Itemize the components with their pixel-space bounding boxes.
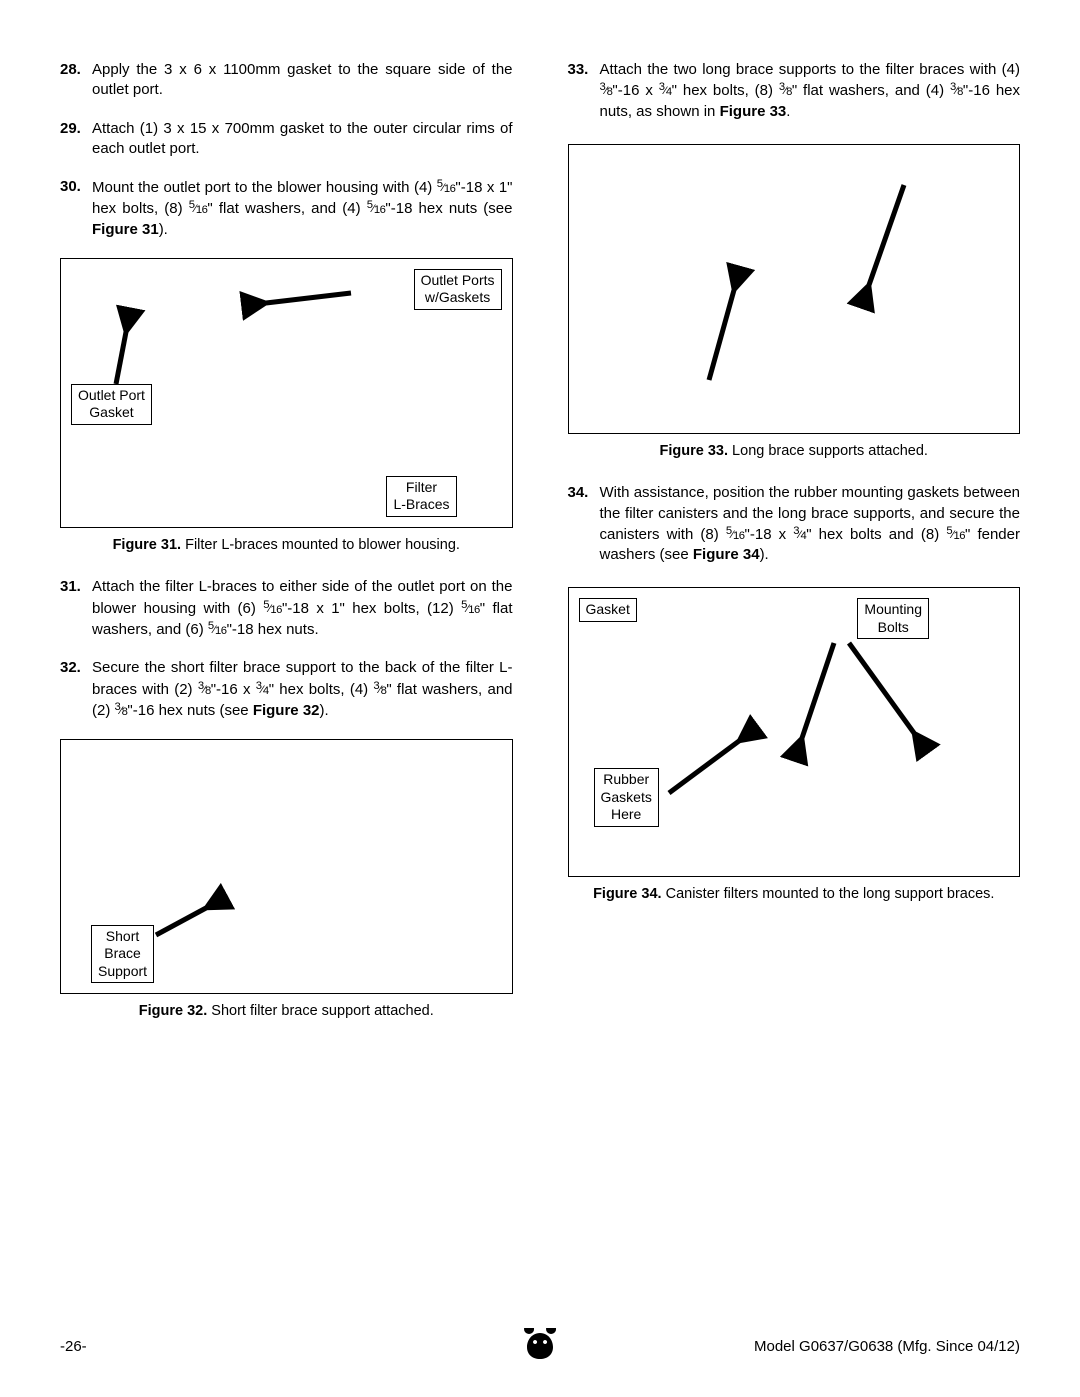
label-short-brace: ShortBraceSupport	[91, 925, 154, 984]
figure-31-box: Outlet Portsw/Gaskets Outlet PortGasket …	[60, 258, 513, 528]
step-33: 33. Attach the two long brace supports t…	[568, 60, 1021, 122]
figure-34-box: Gasket MountingBolts RubberGasketsHere	[568, 587, 1021, 877]
figure-ref: Figure 34	[693, 546, 760, 563]
step-text: Attach the two long brace supports to th…	[600, 60, 1021, 122]
step-29: 29. Attach (1) 3 x 15 x 700mm gasket to …	[60, 119, 513, 160]
step-num: 28.	[60, 60, 92, 101]
label-filter-lbraces: FilterL-Braces	[386, 476, 456, 517]
step-num: 30.	[60, 177, 92, 240]
arrow-icon	[699, 280, 759, 390]
step-text: Attach the filter L-braces to either sid…	[92, 577, 513, 640]
figure-32-box: ShortBraceSupport	[60, 739, 513, 994]
arrow-icon	[794, 638, 934, 758]
arrow-icon	[101, 324, 141, 389]
label-mounting-bolts: MountingBolts	[857, 598, 929, 639]
left-column: 28. Apply the 3 x 6 x 1100mm gasket to t…	[60, 60, 513, 1044]
figure-ref: Figure 31	[92, 221, 159, 238]
page-number: -26-	[60, 1337, 87, 1357]
figure-32-caption: Figure 32. Short filter brace support at…	[60, 1002, 513, 1022]
arrow-icon	[256, 283, 356, 313]
step-text: Attach (1) 3 x 15 x 700mm gasket to the …	[92, 119, 513, 160]
figure-31-caption: Figure 31. Filter L-braces mounted to bl…	[60, 536, 513, 556]
figure-33-caption: Figure 33. Long brace supports attached.	[568, 442, 1021, 462]
label-rubber-gaskets: RubberGasketsHere	[594, 768, 659, 827]
figure-34-caption: Figure 34. Canister filters mounted to t…	[568, 885, 1021, 905]
arrow-icon	[849, 180, 919, 300]
step-text: Mount the outlet port to the blower hous…	[92, 177, 513, 240]
figure-33-box	[568, 144, 1021, 434]
arrow-icon	[151, 900, 221, 940]
page-footer: -26- Model G0637/G0638 (Mfg. Since 04/12…	[60, 1337, 1020, 1357]
bear-logo-icon	[523, 1328, 557, 1366]
step-30: 30. Mount the outlet port to the blower …	[60, 177, 513, 240]
label-outlet-port-gasket: Outlet PortGasket	[71, 384, 152, 425]
step-text: Apply the 3 x 6 x 1100mm gasket to the s…	[92, 60, 513, 101]
figure-ref: Figure 33	[720, 103, 787, 120]
step-32: 32. Secure the short filter brace suppor…	[60, 658, 513, 721]
step-34: 34. With assistance, position the rubber…	[568, 483, 1021, 565]
step-num: 32.	[60, 658, 92, 721]
label-outlet-ports: Outlet Portsw/Gaskets	[414, 269, 502, 310]
step-28: 28. Apply the 3 x 6 x 1100mm gasket to t…	[60, 60, 513, 101]
figure-ref: Figure 32	[253, 702, 320, 719]
step-num: 34.	[568, 483, 600, 565]
model-info: Model G0637/G0638 (Mfg. Since 04/12)	[754, 1337, 1020, 1357]
content-columns: 28. Apply the 3 x 6 x 1100mm gasket to t…	[60, 60, 1020, 1044]
right-column: 33. Attach the two long brace supports t…	[568, 60, 1021, 1044]
label-gasket: Gasket	[579, 598, 637, 622]
step-num: 31.	[60, 577, 92, 640]
step-text: Secure the short filter brace support to…	[92, 658, 513, 721]
arrow-icon	[664, 733, 754, 803]
step-text: With assistance, position the rubber mou…	[600, 483, 1021, 565]
step-num: 29.	[60, 119, 92, 160]
step-num: 33.	[568, 60, 600, 122]
step-31: 31. Attach the filter L-braces to either…	[60, 577, 513, 640]
